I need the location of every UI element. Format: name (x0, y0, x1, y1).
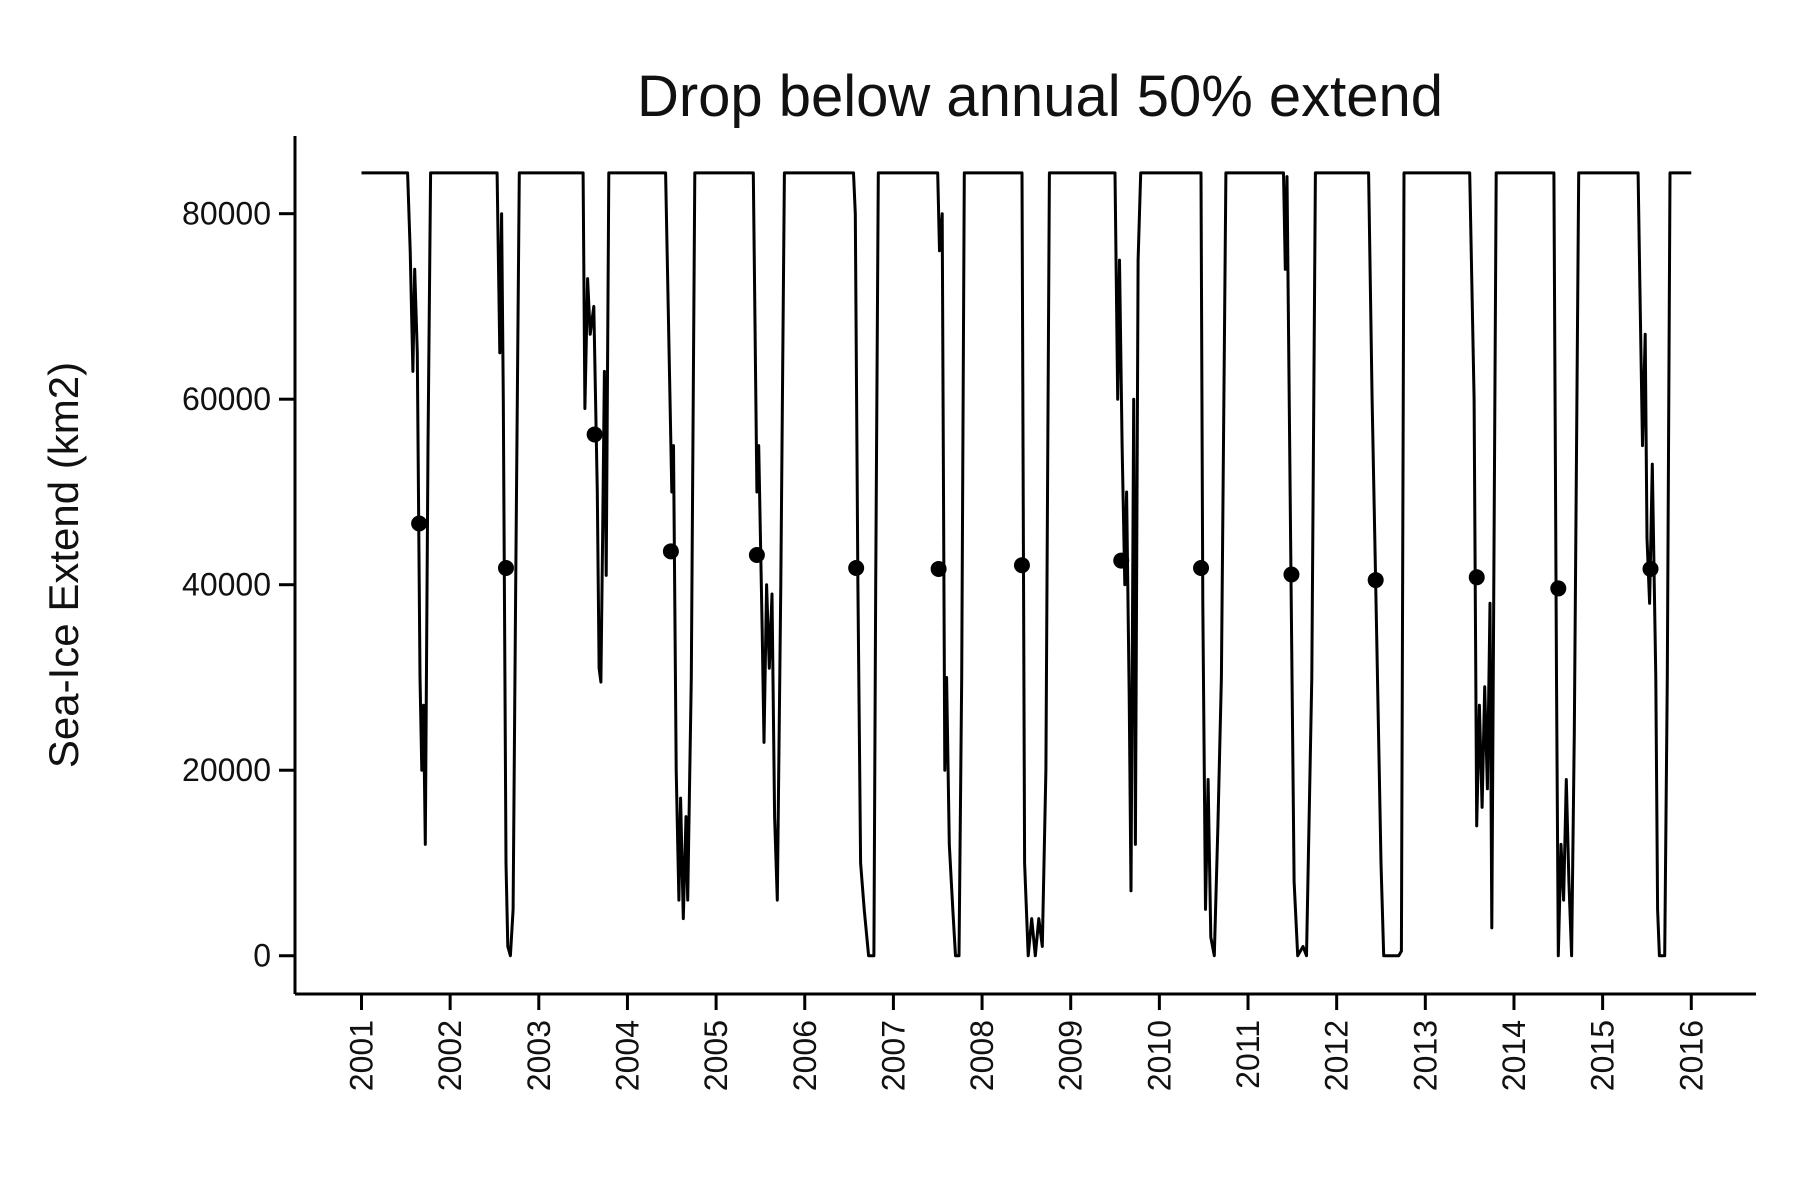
data-point (586, 426, 603, 443)
data-point (1193, 560, 1210, 577)
y-tick-label: 80000 (182, 196, 271, 232)
x-tick-label: 2010 (1141, 1020, 1177, 1091)
data-point (1367, 572, 1384, 589)
y-tick-label: 20000 (182, 752, 271, 788)
data-point (497, 560, 514, 577)
x-tick-label: 2015 (1585, 1020, 1621, 1091)
x-tick-label: 2012 (1319, 1020, 1355, 1091)
y-axis-label: Sea-Ice Extend (km2) (40, 362, 87, 768)
y-tick-label: 40000 (182, 567, 271, 603)
x-tick-label: 2011 (1230, 1020, 1266, 1089)
data-point (1550, 580, 1567, 597)
x-tick-label: 2005 (698, 1020, 734, 1091)
x-tick-label: 2004 (609, 1020, 645, 1091)
data-point (848, 560, 865, 577)
x-tick-label: 2013 (1407, 1020, 1443, 1091)
x-tick-label: 2002 (432, 1020, 468, 1091)
data-point (1283, 566, 1300, 583)
data-point (1113, 552, 1130, 569)
x-tick-label: 2016 (1673, 1020, 1709, 1091)
x-tick-label: 2006 (787, 1020, 823, 1091)
data-point (1468, 569, 1485, 586)
y-tick-label: 0 (253, 938, 271, 974)
x-tick-label: 2014 (1496, 1020, 1532, 1091)
x-tick-label: 2007 (875, 1020, 911, 1091)
data-point (1013, 557, 1030, 574)
data-point (1642, 560, 1659, 577)
x-tick-label: 2009 (1053, 1020, 1089, 1091)
x-tick-label: 2001 (343, 1020, 379, 1091)
data-line (361, 171, 1692, 958)
x-tick-label: 2003 (521, 1020, 557, 1091)
data-point (930, 560, 947, 577)
y-tick-label: 60000 (182, 381, 271, 417)
chart-title: Drop below annual 50% extend (637, 64, 1443, 129)
x-tick-label: 2008 (964, 1020, 1000, 1091)
data-point (411, 515, 428, 532)
data-point (662, 543, 679, 560)
data-point (748, 547, 765, 564)
